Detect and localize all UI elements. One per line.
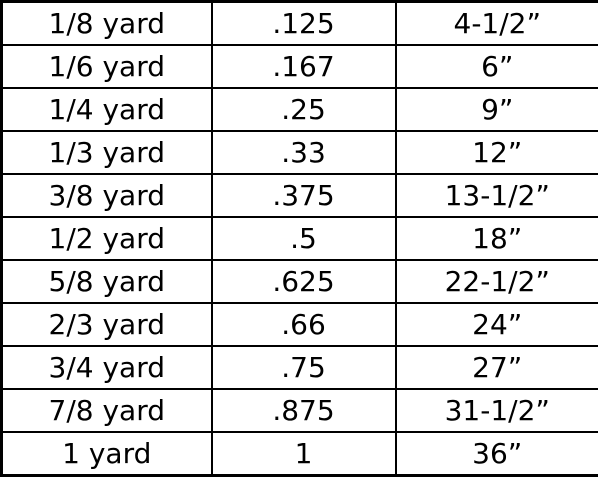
fraction-cell: 1/2 yard	[2, 217, 212, 260]
inches-cell: 31-1/2”	[396, 389, 598, 432]
fraction-cell: 7/8 yard	[2, 389, 212, 432]
inches-cell: 27”	[396, 346, 598, 389]
inches-cell: 13-1/2”	[396, 174, 598, 217]
inches-cell: 24”	[396, 303, 598, 346]
inches-cell: 18”	[396, 217, 598, 260]
inches-cell: 22-1/2”	[396, 260, 598, 303]
inches-cell: 9”	[396, 88, 598, 131]
table-row: 1/3 yard .33 12”	[2, 131, 598, 174]
fraction-cell: 5/8 yard	[2, 260, 212, 303]
inches-cell: 6”	[396, 45, 598, 88]
decimal-cell: 1	[212, 432, 396, 476]
inches-cell: 36”	[396, 432, 598, 476]
table-row: 3/4 yard .75 27”	[2, 346, 598, 389]
table-row: 3/8 yard .375 13-1/2”	[2, 174, 598, 217]
fraction-cell: 3/8 yard	[2, 174, 212, 217]
fraction-cell: 1/6 yard	[2, 45, 212, 88]
table-row: 1/6 yard .167 6”	[2, 45, 598, 88]
fraction-cell: 1/3 yard	[2, 131, 212, 174]
fraction-cell: 1/8 yard	[2, 2, 212, 46]
decimal-cell: .625	[212, 260, 396, 303]
decimal-cell: .167	[212, 45, 396, 88]
decimal-cell: .375	[212, 174, 396, 217]
decimal-cell: .125	[212, 2, 396, 46]
table-row: 1 yard 1 36”	[2, 432, 598, 476]
table-row: 5/8 yard .625 22-1/2”	[2, 260, 598, 303]
decimal-cell: .5	[212, 217, 396, 260]
fraction-cell: 1/4 yard	[2, 88, 212, 131]
decimal-cell: .66	[212, 303, 396, 346]
fraction-cell: 3/4 yard	[2, 346, 212, 389]
decimal-cell: .75	[212, 346, 396, 389]
table-row: 2/3 yard .66 24”	[2, 303, 598, 346]
inches-cell: 4-1/2”	[396, 2, 598, 46]
decimal-cell: .33	[212, 131, 396, 174]
table-row: 1/4 yard .25 9”	[2, 88, 598, 131]
decimal-cell: .875	[212, 389, 396, 432]
table-row: 1/8 yard .125 4-1/2”	[2, 2, 598, 46]
table-row: 1/2 yard .5 18”	[2, 217, 598, 260]
inches-cell: 12”	[396, 131, 598, 174]
fraction-cell: 1 yard	[2, 432, 212, 476]
decimal-cell: .25	[212, 88, 396, 131]
table-row: 7/8 yard .875 31-1/2”	[2, 389, 598, 432]
fraction-cell: 2/3 yard	[2, 303, 212, 346]
